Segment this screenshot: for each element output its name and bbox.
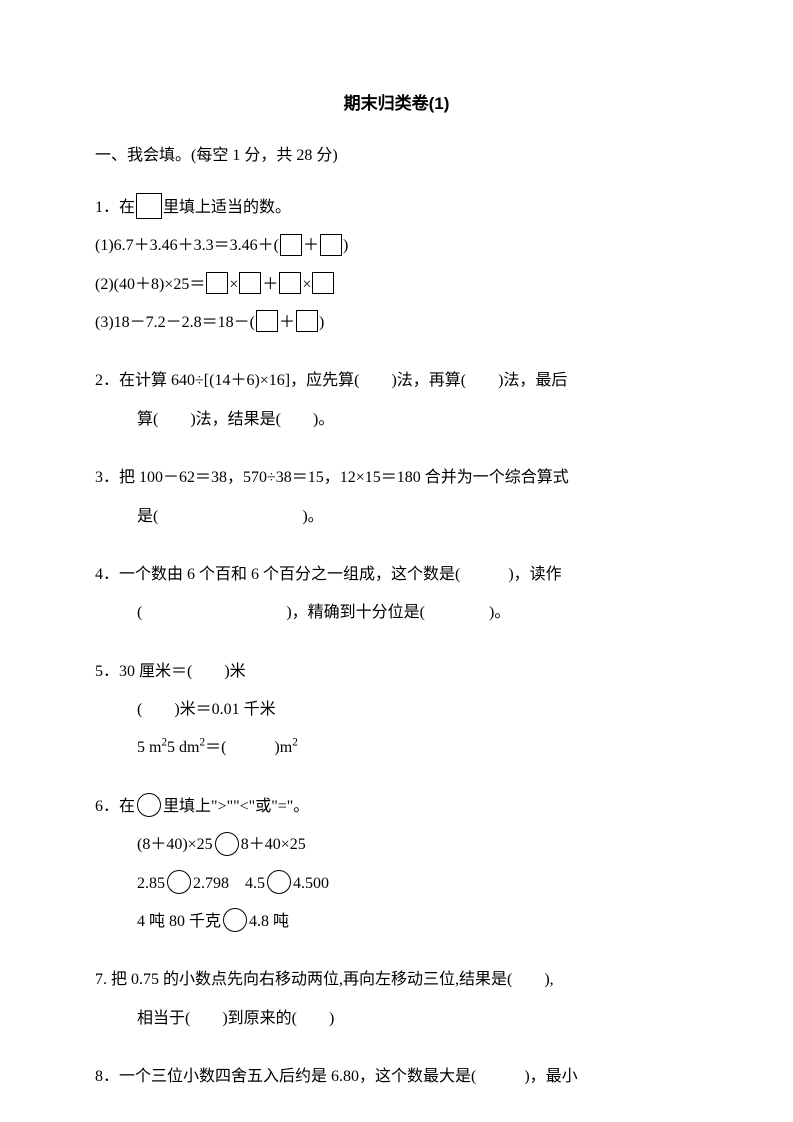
q1-sub3-before: (3)18－7.2－2.8＝18－( <box>95 314 255 331</box>
square-placeholder-icon <box>279 272 301 294</box>
q3-line2: 是( )。 <box>137 498 698 536</box>
square-placeholder-icon <box>312 272 334 294</box>
q1-sub2-m1: × <box>229 276 238 293</box>
q1-sub1-mid: ＋ <box>303 237 319 254</box>
q3-line1: 3．把 100－62＝38，570÷38＝15，12×15＝180 合并为一个综… <box>95 459 698 497</box>
q5-line1: 5．30 厘米＝( )米 <box>95 653 698 691</box>
q1-sub3-after: ) <box>319 314 324 331</box>
section-header: 一、我会填。(每空 1 分，共 28 分) <box>95 143 698 169</box>
q1-sub2-m2: ＋ <box>262 276 278 293</box>
q8-line1: 8．一个三位小数四舍五入后约是 6.80，这个数最大是( )，最小 <box>95 1058 698 1096</box>
square-placeholder-icon <box>206 272 228 294</box>
question-6: 6．在 里填上">""<"或"="。 (8＋40)×25 8＋40×25 2.85 2… <box>95 788 698 942</box>
question-7: 7. 把 0.75 的小数点先向右移动两位,再向左移动三位,结果是( ), 相当… <box>95 961 698 1038</box>
square-placeholder-icon <box>320 234 342 256</box>
q1-sub3-mid: ＋ <box>279 314 295 331</box>
question-3: 3．把 100－62＝38，570÷38＝15，12×15＝180 合并为一个综… <box>95 459 698 536</box>
circle-placeholder-icon <box>267 870 291 894</box>
question-2: 2．在计算 640÷[(14＋6)×16]，应先算( )法，再算( )法，最后 … <box>95 362 698 439</box>
question-1: 1．在 里填上适当的数。 (1)6.7＋3.46＋3.3＝3.46＋( ＋) (2)… <box>95 189 698 343</box>
q5-line3-before: 5 m <box>137 739 161 756</box>
square-placeholder-icon <box>136 193 162 219</box>
q7-line2: 相当于( )到原来的( ) <box>137 1000 698 1038</box>
circle-placeholder-icon <box>223 908 247 932</box>
q1-prompt-after: 里填上适当的数。 <box>163 199 291 216</box>
q1-sub1-before: (1)6.7＋3.46＋3.3＝3.46＋( <box>95 237 279 254</box>
q6-line3d: 4.500 <box>293 875 329 892</box>
square-placeholder-icon <box>256 310 278 332</box>
q1-sub2-m3: × <box>302 276 311 293</box>
circle-placeholder-icon <box>167 870 191 894</box>
q4-line1: 4．一个数由 6 个百和 6 个百分之一组成，这个数是( )，读作 <box>95 556 698 594</box>
square-placeholder-icon <box>280 234 302 256</box>
q1-prompt: 1．在 <box>95 199 135 216</box>
q6-line2a: (8＋40)×25 <box>137 836 213 853</box>
square-placeholder-icon <box>239 272 261 294</box>
q2-line2: 算( )法，结果是( )。 <box>137 401 698 439</box>
question-4: 4．一个数由 6 个百和 6 个百分之一组成，这个数是( )，读作 ( )，精确… <box>95 556 698 633</box>
q6-line2b: 8＋40×25 <box>241 836 306 853</box>
q1-sub1-after: ) <box>343 237 348 254</box>
q6-prompt-after: 里填上">""<"或"="。 <box>163 798 309 815</box>
q6-line3b: 2.798 <box>193 875 229 892</box>
q6-line3a: 2.85 <box>137 875 165 892</box>
q7-line1: 7. 把 0.75 的小数点先向右移动两位,再向左移动三位,结果是( ), <box>95 961 698 999</box>
circle-placeholder-icon <box>215 832 239 856</box>
q5-line3-mid: 5 dm <box>167 739 199 756</box>
square-placeholder-icon <box>296 310 318 332</box>
q4-line2: ( )，精确到十分位是( )。 <box>137 594 698 632</box>
question-8: 8．一个三位小数四舍五入后约是 6.80，这个数最大是( )，最小 <box>95 1058 698 1096</box>
q1-sub2-before: (2)(40＋8)×25＝ <box>95 276 205 293</box>
q6-prompt: 6．在 <box>95 798 135 815</box>
q5-line3-eq: ＝( )m <box>205 739 292 756</box>
q6-line4a: 4 吨 80 千克 <box>137 913 221 930</box>
q5-sup3: 2 <box>292 737 298 749</box>
circle-placeholder-icon <box>137 793 161 817</box>
q5-line2: ( )米＝0.01 千米 <box>137 691 698 729</box>
q6-line4b: 4.8 吨 <box>249 913 289 930</box>
q6-line3c: 4.5 <box>245 875 265 892</box>
question-5: 5．30 厘米＝( )米 ( )米＝0.01 千米 5 m25 dm2＝( )m… <box>95 653 698 768</box>
q2-line1: 2．在计算 640÷[(14＋6)×16]，应先算( )法，再算( )法，最后 <box>95 362 698 400</box>
page-title: 期末归类卷(1) <box>95 90 698 117</box>
